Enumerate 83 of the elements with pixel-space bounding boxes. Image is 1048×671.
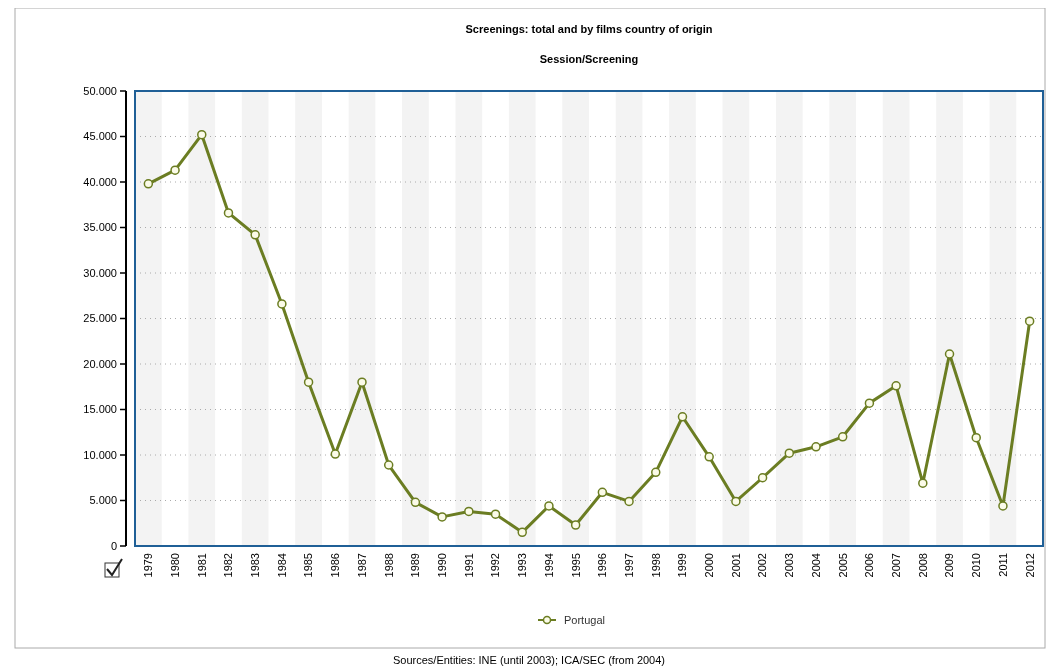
y-tick-label: 40.000: [83, 175, 117, 188]
point: [1024, 316, 1035, 326]
point: [303, 377, 314, 387]
x-tick-label: 1987: [355, 553, 368, 578]
x-tick-label: 1993: [516, 553, 529, 578]
x-tick-label: 2001: [729, 553, 742, 578]
point: [918, 478, 928, 488]
x-tick-label: 1980: [168, 553, 181, 578]
y-tick-label: 20.000: [83, 357, 117, 370]
x-tick-label: 1983: [249, 553, 262, 578]
x-tick-label: 2002: [756, 553, 769, 578]
point: [464, 506, 474, 517]
legend-label: Portugal: [564, 613, 605, 626]
x-tick-label: 1979: [142, 553, 155, 578]
point: [704, 452, 714, 462]
y-tick-label: 45.000: [83, 130, 117, 143]
x-tick-label: 2006: [863, 553, 876, 578]
x-tick-label: 2005: [836, 553, 849, 578]
point: [410, 497, 421, 508]
y-tick-label: 15.000: [83, 403, 117, 416]
x-tick-label: 2010: [970, 553, 983, 578]
y-tick-label: 30.000: [83, 266, 117, 279]
x-tick-label: 2008: [916, 553, 929, 578]
point: [490, 509, 501, 519]
point: [891, 381, 901, 391]
x-tick-label: 2003: [783, 553, 796, 578]
source-note: Sources/Entities: INE (until 2003); ICA/SEC (from 2004): [392, 654, 666, 666]
x-tick-label: 1981: [195, 553, 208, 578]
x-tick-label: 1998: [649, 553, 662, 578]
x-tick-label: 2012: [1023, 553, 1036, 578]
x-tick-label: 1985: [302, 553, 315, 578]
point: [250, 230, 260, 240]
x-tick-label: 2004: [809, 553, 822, 578]
point: [998, 501, 1008, 511]
point: [570, 520, 581, 530]
y-tick-label: 25.000: [83, 312, 117, 325]
point: [197, 129, 207, 140]
point: [811, 442, 821, 452]
x-tick-label: 1994: [542, 553, 555, 578]
point: [383, 460, 394, 470]
y-tick-label: 0: [110, 539, 117, 552]
point: [223, 208, 234, 218]
point: [517, 527, 527, 538]
x-tick-label: 2007: [889, 553, 902, 578]
point: [651, 467, 661, 478]
chart-title: Screenings: total and by films country of origin: [465, 23, 713, 35]
point: [437, 512, 447, 522]
chart-subtitle: Session/Screening: [539, 53, 639, 65]
x-tick-label: 1990: [435, 553, 448, 578]
point: [357, 377, 367, 387]
point: [971, 432, 981, 443]
x-tick-label: 1992: [489, 553, 502, 578]
x-tick-label: 1991: [462, 553, 475, 578]
x-tick-label: 2009: [943, 553, 956, 578]
point: [143, 179, 154, 189]
x-tick-label: 2011: [996, 553, 1009, 577]
point: [731, 496, 741, 507]
point: [837, 432, 848, 442]
x-tick-label: 1989: [409, 553, 422, 578]
x-tick-label: 1984: [275, 553, 288, 578]
point: [784, 448, 795, 458]
x-tick-label: 1999: [676, 553, 689, 578]
y-tick-label: 10.000: [83, 448, 117, 461]
point: [544, 501, 554, 511]
y-tick-label: 35.000: [83, 221, 117, 234]
x-tick-label: 1996: [596, 553, 609, 578]
point: [330, 449, 341, 459]
point: [944, 349, 955, 359]
y-tick-label: 5.000: [89, 494, 117, 507]
x-tick-label: 1982: [222, 553, 235, 578]
point: [624, 496, 634, 507]
point: [677, 412, 688, 422]
point: [864, 398, 875, 408]
x-tick-label: 1997: [622, 553, 635, 578]
y-tick-label: 50.000: [83, 84, 117, 97]
point: [757, 473, 768, 483]
x-tick-label: 1988: [382, 553, 395, 578]
x-tick-label: 1986: [329, 553, 342, 578]
point: [277, 299, 287, 309]
point: [597, 487, 608, 498]
point: [170, 165, 180, 175]
x-tick-label: 1995: [569, 553, 582, 578]
x-tick-label: 2000: [703, 553, 716, 578]
